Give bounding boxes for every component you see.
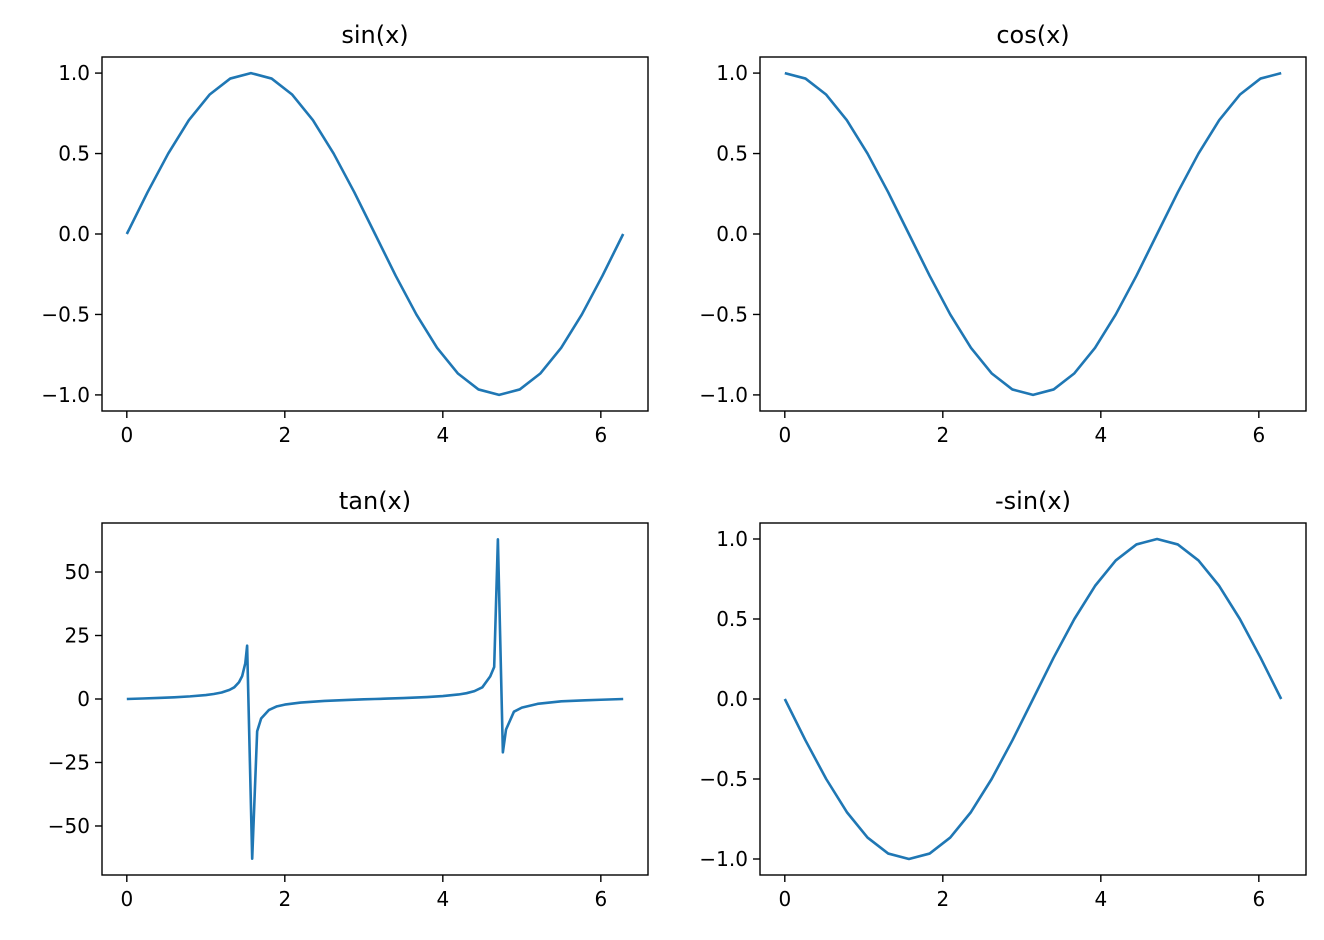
- y-tick-label: −50: [48, 814, 90, 838]
- subplot-title: -sin(x): [995, 487, 1071, 515]
- y-tick-label: 1.0: [716, 527, 748, 551]
- series-line: [126, 537, 624, 861]
- y-tick-label: 25: [65, 624, 90, 648]
- axes-frame: [101, 522, 649, 876]
- y-tick-label: −1.0: [699, 847, 748, 871]
- x-tick-label: 0: [120, 887, 133, 911]
- subplot-neg-sin: -sin(x) 0 2 4 6 −1.0 −0.5 0.0 0.5 1.0: [699, 487, 1307, 911]
- y-tick-label: 1.0: [58, 61, 90, 85]
- series-line: [783, 537, 1283, 861]
- subplot-title: tan(x): [339, 487, 411, 515]
- x-tick-label: 4: [1094, 423, 1107, 447]
- series-line: [784, 71, 1282, 397]
- y-tick-label: 0.0: [716, 687, 748, 711]
- y-tick-label: 0.0: [58, 222, 90, 246]
- x-tick-label: 2: [936, 423, 949, 447]
- y-tick-label: −25: [48, 750, 90, 774]
- y-tick-label: −1.0: [41, 383, 90, 407]
- y-tick-label: 0.5: [716, 607, 748, 631]
- y-tick-label: 0.5: [58, 142, 90, 166]
- x-tick-label: 6: [594, 423, 607, 447]
- x-tick-label: 2: [936, 887, 949, 911]
- y-tick-label: 0.0: [716, 222, 748, 246]
- axes-frame: [101, 56, 649, 412]
- series-line: [125, 71, 625, 397]
- subplot-tan: tan(x) 0 2 4 6 −50 −25 0 25 50: [48, 487, 649, 911]
- x-tick-label: 0: [778, 423, 791, 447]
- subplot-cos: cos(x) 0 2 4 6 −1.0 −0.5 0.0 0.5 1.0: [699, 21, 1307, 447]
- axes-frame: [759, 522, 1307, 876]
- x-tick-label: 0: [120, 423, 133, 447]
- y-tick-label: −0.5: [699, 302, 748, 326]
- subplot-title: cos(x): [996, 21, 1069, 49]
- subplot-sin: sin(x) 0 2 4 6 −1.0 −0.5 0.0 0.5 1.0: [41, 21, 649, 447]
- y-tick-label: −1.0: [699, 383, 748, 407]
- y-tick-label: 50: [65, 560, 90, 584]
- x-tick-label: 6: [1252, 423, 1265, 447]
- x-tick-label: 4: [436, 423, 449, 447]
- y-tick-label: 1.0: [716, 61, 748, 85]
- x-tick-label: 6: [1252, 887, 1265, 911]
- x-tick-label: 4: [436, 887, 449, 911]
- y-tick-label: −0.5: [699, 767, 748, 791]
- x-tick-label: 2: [278, 887, 291, 911]
- x-tick-label: 6: [594, 887, 607, 911]
- x-tick-label: 0: [778, 887, 791, 911]
- y-tick-label: −0.5: [41, 302, 90, 326]
- x-tick-label: 2: [278, 423, 291, 447]
- x-tick-label: 4: [1094, 887, 1107, 911]
- y-tick-label: 0: [77, 687, 90, 711]
- axes-frame: [759, 56, 1307, 412]
- subplot-title: sin(x): [341, 21, 408, 49]
- y-tick-label: 0.5: [716, 142, 748, 166]
